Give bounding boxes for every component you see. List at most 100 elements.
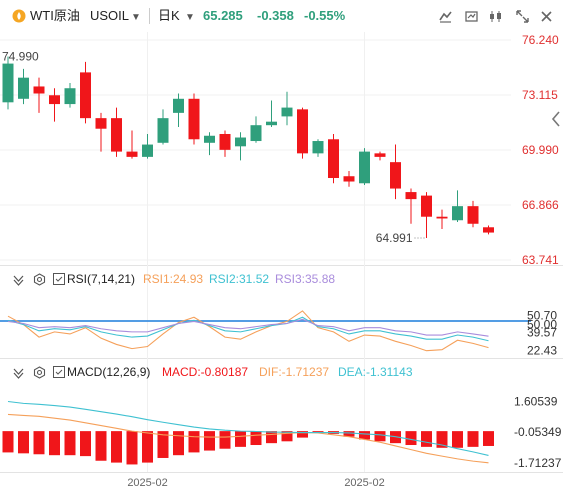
rsi-tick-label: 50.00 [527, 317, 557, 331]
candle-body [266, 121, 277, 126]
macd-histogram-bar [483, 431, 494, 446]
macd-histogram-bar [421, 431, 432, 447]
price-tick-label: 69.990 [522, 143, 559, 157]
macd-histogram-bar [2, 431, 14, 453]
x-tick-label: 2025-02 [127, 477, 167, 489]
candle [343, 170, 355, 187]
candle-body [111, 118, 122, 152]
indicator-select-icon[interactable] [53, 271, 65, 289]
macd-histogram-bar [49, 431, 60, 456]
macd-histogram-bar [142, 431, 153, 463]
rsi-tick-label: 22.43 [527, 343, 557, 357]
macd-histogram-bar [157, 431, 169, 458]
candle-body [421, 195, 432, 217]
settings-icon[interactable] [33, 364, 46, 383]
rsi-legend: RSI(7,14,21) RSI1:24.93 RSI2:31.52 RSI3:… [0, 271, 563, 287]
candle [328, 133, 339, 184]
candle-body [219, 133, 231, 150]
macd-histogram-bar [343, 431, 355, 437]
candle-body [483, 227, 494, 233]
x-tick-label: 2025-02 [344, 477, 384, 489]
candle [452, 190, 463, 222]
rsi-tick-label: 50.70 [527, 309, 557, 323]
price-tick-label: 66.866 [522, 198, 559, 212]
candle-body [297, 109, 308, 154]
candle [204, 132, 215, 156]
macd-histogram-bar [64, 431, 76, 456]
candle [297, 107, 308, 159]
price-tick-label: 63.741 [522, 253, 559, 267]
candle [374, 151, 386, 161]
macd-tick-label: 1.60539 [514, 394, 558, 408]
macd-legend: MACD(12,26,9) MACD:-0.80187 DIF:-1.71237… [0, 364, 563, 380]
rsi-line-rsi2 [7, 316, 489, 342]
instrument-symbol[interactable]: USOIL [90, 8, 130, 23]
macd-histogram-bar [374, 431, 386, 442]
candle-body [188, 98, 200, 140]
rsi2-value: RSI2:31.52 [209, 272, 270, 286]
candle [80, 61, 91, 124]
rsi-pane [0, 310, 531, 352]
candle-body [2, 63, 14, 103]
period-selector[interactable]: 日K [158, 8, 180, 23]
candle-body [204, 135, 215, 143]
candle-body [64, 88, 76, 105]
dea-line [7, 400, 489, 456]
macd-histogram-bar [95, 431, 107, 461]
rsi1-value: RSI1:24.93 [143, 272, 204, 286]
macd-histogram-bar [235, 431, 246, 447]
macd-value: MACD:-0.80187 [162, 365, 249, 379]
candle [64, 82, 76, 108]
macd-histogram-bar [266, 431, 277, 444]
macd-histogram-bar [111, 431, 122, 463]
instrument-name[interactable]: WTI原油 [30, 8, 80, 23]
logo-icon [12, 9, 26, 27]
candle-body [49, 95, 60, 105]
candle-body [467, 206, 479, 224]
candle [467, 200, 479, 228]
drawing-icon[interactable] [437, 8, 454, 25]
rsi3-value: RSI3:35.88 [275, 272, 336, 286]
high-annotation: 74.990 [2, 50, 39, 64]
candle-body [235, 137, 246, 147]
macd-histogram-bar [126, 431, 138, 465]
candle-body [173, 98, 184, 113]
macd-histogram-bar [80, 431, 91, 457]
candle-body [18, 77, 29, 99]
candle [157, 109, 169, 145]
candle [436, 209, 448, 230]
close-icon[interactable] [538, 8, 555, 25]
candle-body [142, 144, 153, 157]
collapse-icon[interactable] [12, 364, 25, 383]
macd-histogram-bar [405, 431, 417, 446]
macd-title: MACD(12,26,9) [67, 365, 151, 379]
candle [219, 130, 231, 157]
candle-body [312, 141, 324, 154]
candle [266, 100, 277, 127]
indicator-icon[interactable] [487, 8, 504, 25]
candle [18, 68, 29, 105]
dea-value: DEA:-1.31143 [338, 365, 413, 379]
symbol-dropdown-icon[interactable]: ▼ [131, 12, 141, 23]
indicator-select-icon[interactable] [53, 364, 65, 382]
rsi-title: RSI(7,14,21) [67, 272, 136, 286]
dif-line [7, 413, 489, 464]
candle-body [33, 86, 45, 94]
candle [2, 56, 14, 110]
macd-histogram-bar [452, 431, 463, 448]
period-dropdown-icon[interactable]: ▼ [185, 12, 195, 23]
candle-body [80, 72, 91, 119]
candle-body [374, 153, 386, 157]
candle-body [343, 176, 355, 182]
settings-icon[interactable] [33, 271, 46, 290]
collapse-panel-icon[interactable] [549, 108, 563, 130]
macd-histogram-bar [359, 431, 370, 440]
dif-value: DIF:-1.71237 [259, 365, 330, 379]
candle [312, 139, 324, 157]
candle [95, 112, 107, 152]
compare-icon[interactable] [463, 8, 480, 25]
collapse-icon[interactable] [12, 271, 25, 290]
toolbar-divider [149, 8, 150, 24]
fullscreen-icon[interactable] [514, 8, 531, 25]
